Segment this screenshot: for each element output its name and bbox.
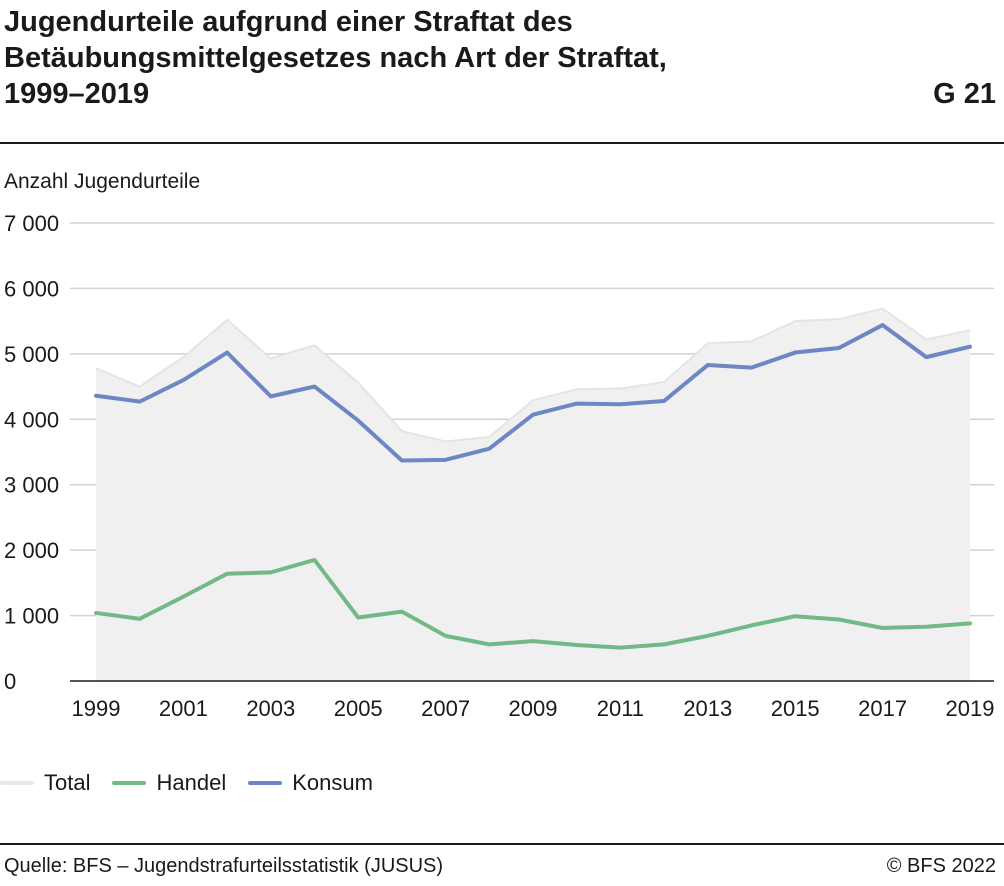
x-tick-label-2011: 2011: [597, 696, 644, 720]
series-line-total: [95, 307, 971, 443]
y-tick-label-1000: 1 000: [4, 604, 59, 629]
x-tick-label-2019: 2019: [946, 696, 995, 720]
title-line-1: Jugendurteile aufgrund einer Straftat de…: [4, 6, 573, 38]
chart-title: Jugendurteile aufgrund einer Straftat de…: [4, 4, 864, 112]
graphic-number: G 21: [933, 78, 996, 110]
x-tick-label-2017: 2017: [858, 696, 907, 720]
legend-swatch-konsum: [248, 781, 283, 785]
top-rule: [0, 142, 1004, 144]
y-tick-label-5000: 5 000: [4, 342, 59, 367]
legend-item-total: Total: [0, 770, 90, 796]
legend: Total Handel Konsum: [0, 768, 395, 798]
chart-plot: 0 1 000 2 000 3 000 4 000 5 000 6 000 7 000 199…: [4, 211, 995, 720]
copyright: © BFS 2022: [886, 855, 996, 877]
y-tick-label-4000: 4 000: [4, 407, 59, 432]
x-tick-label-2009: 2009: [509, 696, 558, 720]
legend-label-konsum: Konsum: [292, 770, 373, 795]
x-tick-label-2007: 2007: [421, 696, 470, 720]
y-axis-label: Anzahl Jugendurteile: [4, 170, 201, 193]
x-tick-label-1999: 1999: [72, 696, 121, 720]
x-tick-label-2001: 2001: [159, 696, 208, 720]
bottom-rule: [0, 843, 1004, 845]
x-tick-label-2015: 2015: [771, 696, 820, 720]
source-note: Quelle: BFS – Jugendstrafurteilsstatisti…: [4, 855, 444, 877]
series-area-total: [96, 308, 970, 681]
x-tick-label-2013: 2013: [683, 696, 732, 720]
y-tick-label-0: 0: [4, 669, 16, 694]
legend-item-konsum: Konsum: [248, 770, 373, 796]
legend-label-handel: Handel: [156, 770, 227, 795]
y-tick-label-7000: 7 000: [4, 211, 59, 236]
x-tick-label-2005: 2005: [334, 696, 383, 720]
x-tick-label-2003: 2003: [246, 696, 295, 720]
legend-item-handel: Handel: [112, 770, 226, 796]
legend-swatch-handel: [112, 781, 147, 785]
legend-swatch-total: [0, 781, 34, 785]
y-tick-label-2000: 2 000: [4, 538, 59, 563]
y-tick-label-6000: 6 000: [4, 276, 59, 301]
title-line-2: Betäubungsmittelgesetzes nach Art der St…: [4, 42, 667, 74]
legend-label-total: Total: [44, 770, 91, 795]
title-line-3: 1999–2019: [4, 78, 150, 110]
y-tick-label-3000: 3 000: [4, 473, 59, 498]
